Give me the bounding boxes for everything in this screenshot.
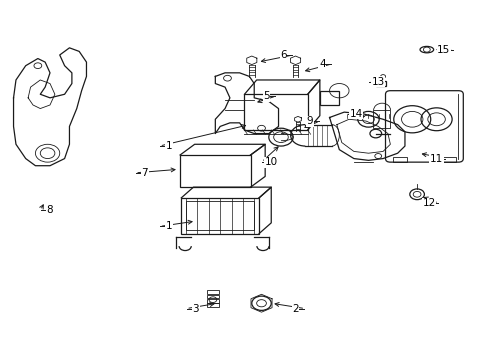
Text: 4: 4: [318, 59, 325, 69]
Bar: [181, 198, 259, 234]
Bar: [375, 81, 386, 86]
Text: 8: 8: [46, 205, 53, 215]
Bar: [206, 299, 218, 302]
Bar: [244, 94, 307, 130]
Text: 15: 15: [436, 45, 449, 55]
Text: 9: 9: [306, 116, 313, 126]
Text: 5: 5: [263, 91, 269, 101]
Bar: [206, 295, 218, 298]
Bar: [392, 157, 407, 162]
Text: 6: 6: [280, 50, 286, 60]
Bar: [319, 91, 339, 105]
Bar: [180, 155, 250, 187]
Text: 14: 14: [349, 109, 362, 119]
Text: 11: 11: [429, 154, 442, 163]
Bar: [206, 291, 218, 294]
Bar: [206, 303, 218, 307]
Bar: [372, 111, 389, 128]
Text: 1: 1: [165, 221, 172, 231]
Polygon shape: [246, 56, 256, 64]
Text: 12: 12: [422, 198, 435, 208]
Text: 7: 7: [141, 168, 148, 178]
Text: 1: 1: [165, 141, 172, 151]
Text: 13: 13: [371, 77, 384, 87]
Text: 3: 3: [192, 303, 199, 314]
Bar: [441, 157, 455, 162]
Bar: [186, 202, 254, 230]
Polygon shape: [294, 116, 301, 122]
Text: 2: 2: [292, 303, 298, 314]
Text: 10: 10: [264, 157, 277, 167]
Polygon shape: [290, 56, 300, 64]
